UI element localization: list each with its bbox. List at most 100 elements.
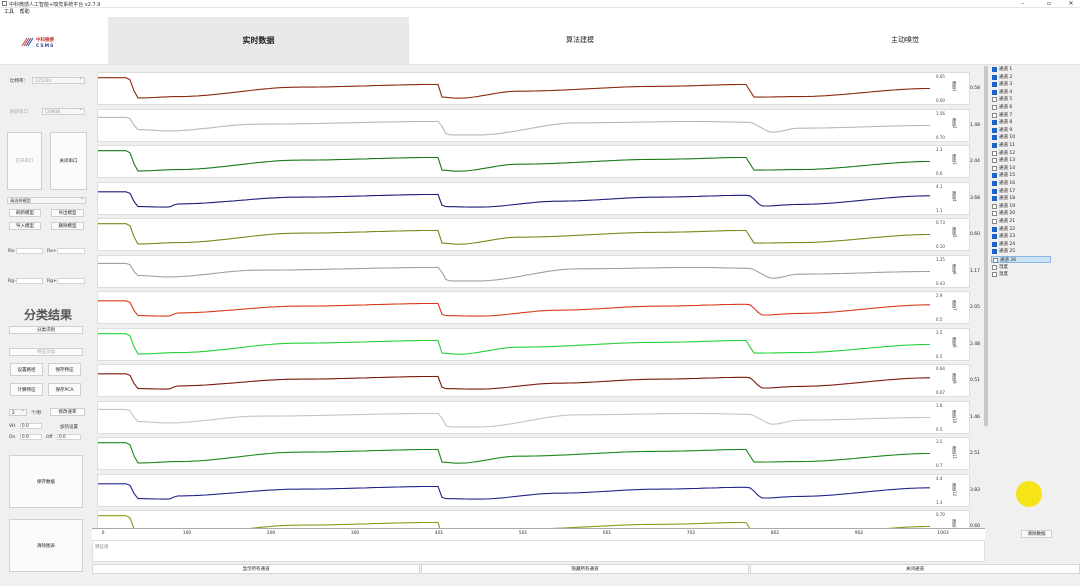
channel-list-item[interactable]: 湿度 [991,264,1051,271]
ra-plus-input[interactable] [57,248,85,254]
channel-list-item[interactable]: 通道 6 [991,104,1051,111]
channel-list-item[interactable]: 通道 26 [991,256,1051,263]
import-model-button[interactable]: 导入模型 [9,222,41,230]
pulse-setting-label[interactable]: 加热设置 [60,425,78,430]
open-port-button[interactable]: 打开串口 [7,132,42,190]
vh-input[interactable]: 0.0 [20,423,42,429]
channel-list-item[interactable]: 通道 17 [991,188,1051,195]
save-pca-button[interactable]: 保存PCA [48,383,81,396]
channel-checkbox[interactable] [992,181,997,186]
channel-checkbox[interactable] [992,249,997,255]
menu-help[interactable]: 帮助 [19,9,30,15]
delete-model-button[interactable]: 删除模型 [51,222,84,230]
channel-list-item[interactable]: 通道 18 [991,195,1051,202]
channel-checkbox[interactable] [992,264,997,270]
refresh-port-label[interactable]: 刷新串口 [10,110,28,115]
channel-checkbox[interactable] [992,112,997,118]
channel-list-item[interactable]: 通道 11 [991,142,1051,149]
channel-list-item[interactable]: 通道 5 [991,96,1051,103]
on-input[interactable]: 0.0 [20,434,42,440]
maximize-button[interactable]: ▫ [1046,0,1052,7]
channel-checkbox[interactable] [992,105,997,110]
channel-checkbox[interactable] [992,188,997,194]
baud-select[interactable]: 115200 [32,76,85,84]
tab-algorithm[interactable]: 算法建模 [566,36,594,44]
rate-select[interactable]: 2 [9,408,27,416]
menu-tools[interactable]: 工具 [4,9,15,15]
channel-checkbox[interactable] [992,165,997,171]
channel-checkbox[interactable] [992,219,997,224]
compute-feature-button[interactable]: 计算特征 [10,383,43,396]
channel-list-item[interactable]: 通道 16 [991,180,1051,187]
close-port-button[interactable]: 关闭串口 [50,132,87,190]
channel-list-item[interactable]: 通道 2 [991,74,1051,81]
channel-list-item[interactable]: 通道 22 [991,226,1051,233]
channel-checkbox[interactable] [992,203,997,209]
channel-checkbox[interactable] [992,120,997,126]
channel-checkbox[interactable] [992,74,997,80]
channel-checkbox[interactable] [993,258,998,263]
plot-scrollbar[interactable] [984,66,988,426]
ra-minus-input[interactable] [16,248,43,254]
tab-active-olfaction[interactable]: 主动嗅觉 [891,36,919,44]
modify-rate-button[interactable]: 修改速率 [50,408,85,416]
channel-checkbox[interactable] [992,196,997,202]
channel-list-item[interactable]: 通道 21 [991,218,1051,225]
channel-list-label: 通道 3 [999,82,1013,88]
channel-list-item[interactable]: 通道 13 [991,157,1051,164]
channel-checkbox[interactable] [992,211,997,217]
channel-checkbox[interactable] [992,67,997,72]
channel-checkbox[interactable] [992,89,997,95]
channel-list-item[interactable]: 通道 7 [991,112,1051,119]
channel-checkbox[interactable] [992,226,997,232]
hide-all-channels-button[interactable]: 隐藏所有通道 [421,564,749,574]
channel-checkbox[interactable] [992,173,997,179]
channel-checkbox[interactable] [992,158,997,164]
channel-list-item[interactable]: 通道 4 [991,89,1051,96]
tab-realtime[interactable]: 实时数据 [108,17,409,64]
save-feature-button[interactable]: 保存特征 [48,363,81,376]
minimize-button[interactable]: – [1021,0,1025,7]
show-all-channels-button[interactable]: 显示所有通道 [92,564,420,574]
refresh-model-button[interactable]: 刷新模型 [9,209,41,217]
export-model-button[interactable]: 导出模型 [51,209,84,217]
rg-plus-input[interactable] [57,278,85,284]
channel-list-item[interactable]: 通道 12 [991,150,1051,157]
clear-data-button[interactable]: 清除数据 [1021,530,1052,538]
channel-checkbox[interactable] [992,135,997,141]
channel-list-item[interactable]: 通道 8 [991,119,1051,126]
channel-checkbox[interactable] [992,150,997,156]
feature-add-button[interactable]: 特征添加 [9,348,83,356]
channel-plot-area[interactable]: 0.65 0.00 通道1 0.58 1.56 0.70 通道2 1.48 3.3 0.6 通道3 2… [92,66,985,528]
clear-chart-button[interactable]: 清除图表 [9,519,83,572]
channel-list-item[interactable]: 通道 25 [991,248,1051,255]
channel-list-item[interactable]: 通道 20 [991,210,1051,217]
channel-checkbox[interactable] [992,97,997,103]
channel-list-item[interactable]: 通道 3 [991,81,1051,88]
channel-checkbox[interactable] [992,272,997,278]
channel-list-item[interactable]: 通道 9 [991,127,1051,134]
close-button[interactable]: ✕ [1068,0,1074,7]
channel-list-item[interactable]: 通道 10 [991,134,1051,141]
channel-checkbox[interactable] [992,143,997,148]
channel-checkbox[interactable] [992,241,997,247]
set-path-button[interactable]: 设置路径 [10,363,43,376]
channel-checkbox[interactable] [992,234,997,240]
close-channel-button[interactable]: 关闭通道 [750,564,1080,574]
channel-checkbox[interactable] [992,127,997,133]
channel-list-item[interactable]: 通道 19 [991,203,1051,210]
channel-checkbox[interactable] [992,82,997,88]
off-input[interactable]: 0.0 [57,434,81,440]
channel-list-item[interactable]: 通道 1 [991,66,1051,73]
model-select[interactable]: 请选择模型 [7,196,86,204]
channel-list-item[interactable]: 通道 24 [991,241,1051,248]
save-data-button[interactable]: 保存数据 [9,455,83,508]
rg-minus-input[interactable] [16,278,43,284]
classify-button[interactable]: 分类识别 [9,326,83,334]
channel-list-item[interactable]: 通道 23 [991,233,1051,240]
channel-list-item[interactable]: 温度 [991,271,1051,278]
channel-min: 0.5 [936,426,943,432]
channel-list-item[interactable]: 通道 14 [991,165,1051,172]
channel-list-item[interactable]: 通道 15 [991,172,1051,179]
port-select[interactable]: COM38 [42,107,85,115]
